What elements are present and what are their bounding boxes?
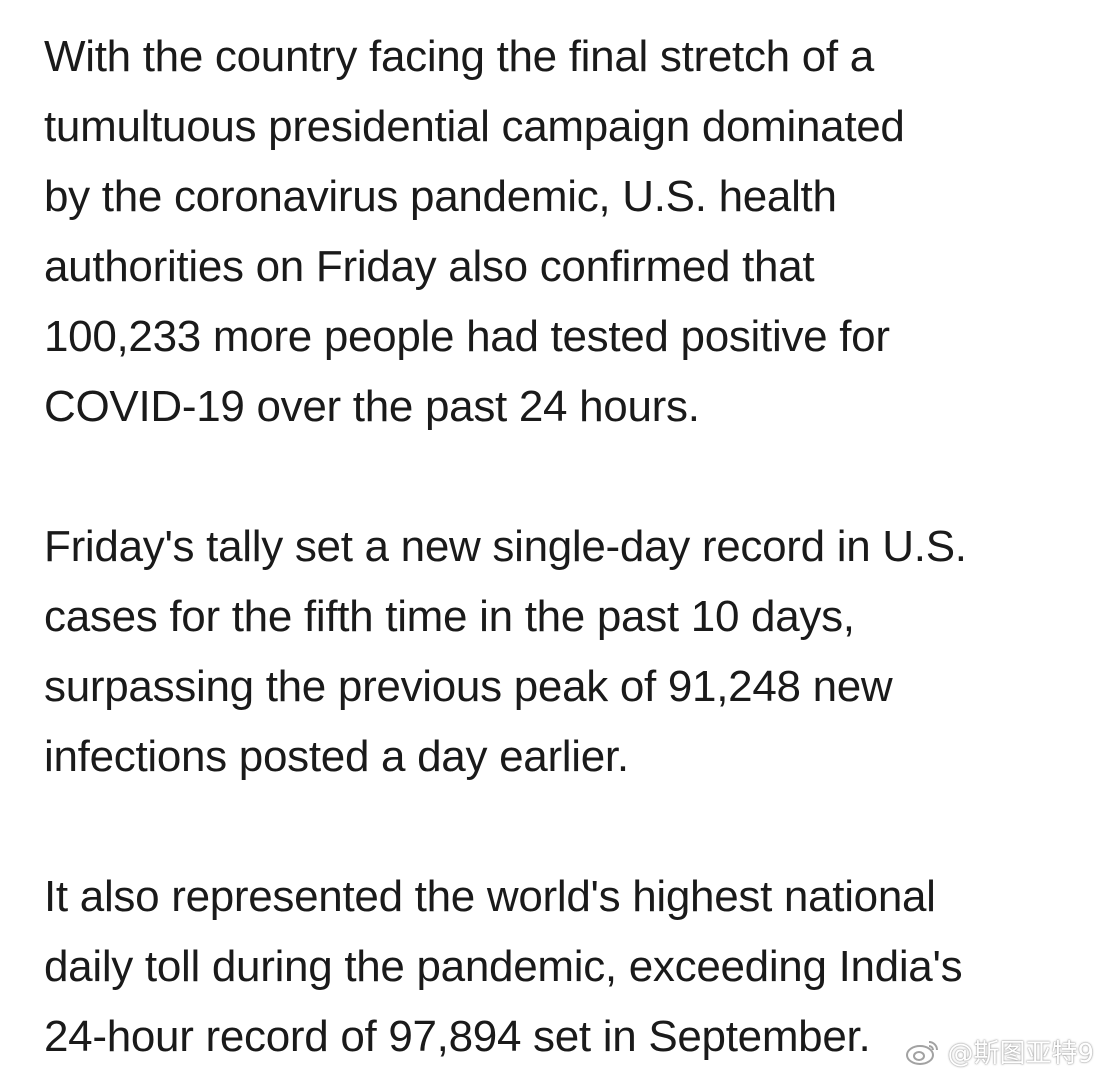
watermark-text: @斯图亚特9 (947, 1039, 1094, 1069)
paragraph-1: With the country facing the final stretc… (44, 32, 905, 431)
weibo-icon (905, 1038, 941, 1066)
article-body: With the country facing the final stretc… (44, 22, 1084, 1072)
watermark: @斯图亚特9 (905, 1033, 1094, 1070)
paragraph-2: Friday's tally set a new single-day reco… (44, 522, 967, 781)
paragraph-3: It also represented the world's highest … (44, 872, 963, 1061)
